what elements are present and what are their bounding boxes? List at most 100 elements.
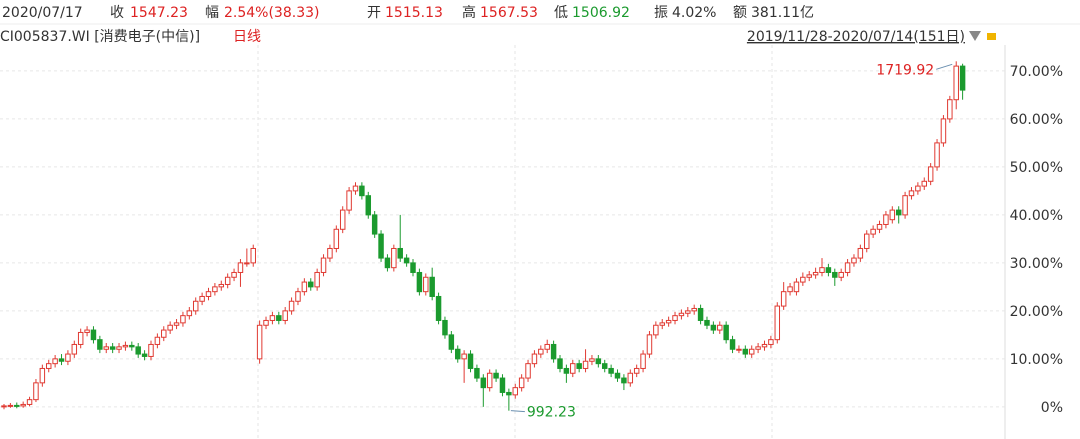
candle-body: [186, 310, 193, 317]
candle-body: [65, 353, 71, 362]
candle-body: [442, 319, 448, 336]
candle-body: [582, 360, 589, 369]
candle-body: [122, 344, 129, 348]
candle-body: [704, 319, 710, 326]
candle-body: [205, 291, 212, 297]
candle-body: [646, 334, 653, 355]
candle-body: [832, 271, 838, 278]
candle-body: [723, 324, 729, 341]
candle-body: [71, 343, 78, 355]
candle-body: [45, 363, 52, 369]
candle-body: [742, 348, 749, 355]
candle-body: [397, 247, 403, 259]
candle-body: [288, 300, 295, 312]
value: 1506.92: [572, 5, 630, 21]
candle-body: [531, 353, 538, 365]
candle-body: [934, 142, 940, 168]
candle-body: [173, 322, 180, 326]
y-tick-label: 30.00%: [1010, 256, 1063, 272]
candle-body: [640, 353, 646, 369]
candle-body: [729, 339, 736, 350]
candle-body: [180, 315, 186, 324]
y-tick-label: 50.00%: [1010, 160, 1063, 176]
candle-body: [755, 346, 761, 350]
annotation-line: [936, 63, 953, 70]
candle-body: [103, 346, 109, 350]
candle-body: [1, 405, 7, 408]
lock-icon[interactable]: [987, 33, 996, 40]
candle-body: [550, 343, 557, 360]
candle-body: [870, 228, 876, 235]
candle-body: [448, 334, 455, 350]
candle-body: [423, 276, 429, 293]
candle-body: [474, 367, 480, 379]
candle-body: [461, 353, 467, 360]
header: 2020/07/17 收 1547.23 幅 2.54%(38.33) 开 15…: [2, 4, 814, 21]
candle-body: [199, 295, 205, 302]
candle-body: [672, 315, 678, 321]
candle-body: [710, 324, 717, 331]
candle-body: [403, 257, 410, 264]
candle-body: [84, 329, 90, 333]
candle-body: [244, 262, 250, 265]
candle-body: [52, 358, 58, 365]
candle-body: [320, 257, 327, 273]
candle-body: [717, 324, 723, 331]
candle-body: [455, 348, 461, 360]
candle-body: [921, 180, 928, 187]
candle-body: [231, 271, 237, 278]
candle-body: [819, 267, 825, 273]
candle-body: [276, 315, 282, 321]
candle-body: [557, 358, 563, 369]
candle-body: [953, 65, 959, 101]
candle-body: [371, 214, 378, 235]
y-tick-label: 10.00%: [1010, 352, 1063, 368]
candle-body: [308, 281, 314, 288]
candle-body: [90, 329, 97, 341]
candle-body: [327, 247, 333, 259]
candle-body: [250, 247, 256, 264]
candle-body: [339, 209, 346, 230]
annotation-line: [510, 410, 525, 413]
min-annotation: 992.23: [527, 405, 576, 421]
candle-body: [608, 367, 614, 374]
candle-body: [39, 367, 46, 384]
candle-body: [595, 358, 602, 365]
candle-body: [518, 377, 525, 389]
candle-body: [378, 233, 384, 259]
candle-body: [506, 391, 512, 396]
candle-body: [601, 363, 608, 369]
candle-body: [812, 271, 819, 276]
candle-body: [109, 346, 116, 350]
candle-body: [685, 310, 691, 314]
candle-body: [26, 399, 33, 405]
candle-body: [301, 281, 308, 293]
date: 2020/07/17: [2, 5, 83, 21]
candle-body: [940, 118, 947, 144]
candle-body: [314, 271, 320, 288]
y-tick-label: 60.00%: [1010, 112, 1063, 128]
candle-body: [787, 286, 793, 293]
candle-body: [525, 363, 531, 379]
value: 381.11亿: [751, 5, 814, 21]
y-tick-label: 0%: [1041, 400, 1063, 416]
candle-body: [237, 262, 244, 273]
candle-body: [838, 271, 844, 278]
candle-body: [512, 387, 518, 396]
candle-body: [135, 346, 141, 355]
period: 日线: [233, 29, 261, 45]
candle-body: [167, 324, 173, 331]
date-range[interactable]: 2019/11/28-2020/07/14(151日): [747, 29, 965, 45]
candle-body: [678, 312, 685, 317]
candle-body: [947, 99, 953, 120]
dropdown-icon[interactable]: [969, 31, 981, 41]
label: 额: [733, 5, 747, 21]
candle-body: [333, 228, 340, 249]
label: 振: [654, 5, 668, 21]
candle-body: [697, 307, 704, 321]
candle-body: [256, 324, 263, 360]
candle-body: [576, 363, 582, 369]
candle-body: [876, 223, 883, 230]
candle-body: [391, 247, 397, 269]
